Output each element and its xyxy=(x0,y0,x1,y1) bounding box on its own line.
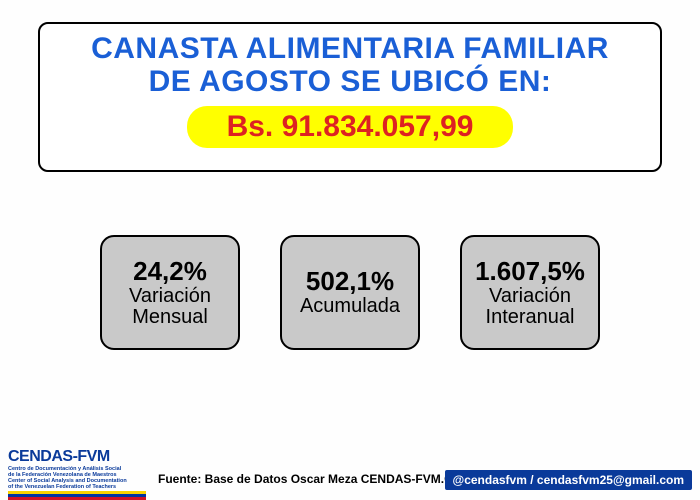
stat-label: Variación Interanual xyxy=(486,286,575,328)
stat-label: Acumulada xyxy=(300,296,400,317)
logo-title: CENDAS-FVM xyxy=(8,448,148,466)
stat-box-monthly: 24,2% Variación Mensual xyxy=(100,235,240,350)
headline-line2: DE AGOSTO SE UBICÓ EN: xyxy=(149,65,552,98)
stat-box-interannual: 1.607,5% Variación Interanual xyxy=(460,235,600,350)
flag-icon xyxy=(8,491,146,500)
amount-pill: Bs. 91.834.057,99 xyxy=(187,106,514,148)
headline-box: CANASTA ALIMENTARIA FAMILIAR DE AGOSTO S… xyxy=(38,22,662,172)
contact-bar: @cendasfvm / cendasfvm25@gmail.com xyxy=(445,470,693,490)
logo-sub4: of the Venezuelan Federation of Teachers xyxy=(8,484,148,490)
headline-text: CANASTA ALIMENTARIA FAMILIAR DE AGOSTO S… xyxy=(40,32,660,98)
headline-line1: CANASTA ALIMENTARIA FAMILIAR xyxy=(91,32,609,65)
stats-row: 24,2% Variación Mensual 502,1% Acumulada… xyxy=(0,235,700,350)
stat-value: 24,2% xyxy=(133,258,207,284)
footer: CENDAS-FVM Centro de Documentación y Aná… xyxy=(0,442,700,500)
logo-block: CENDAS-FVM Centro de Documentación y Aná… xyxy=(8,448,148,490)
stat-value: 502,1% xyxy=(306,268,394,294)
stat-box-accumulated: 502,1% Acumulada xyxy=(280,235,420,350)
stat-label: Variación Mensual xyxy=(129,286,211,328)
stat-value: 1.607,5% xyxy=(475,258,585,284)
